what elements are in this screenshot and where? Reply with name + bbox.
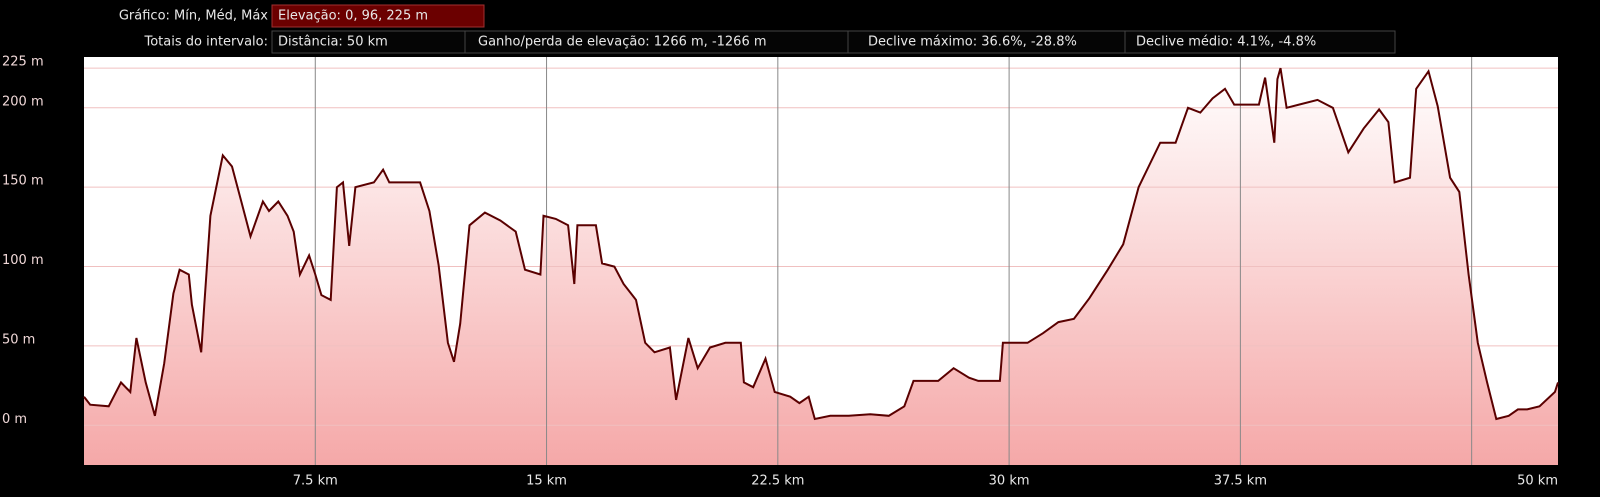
x-tick-label: 22.5 km — [751, 474, 804, 489]
y-tick-label: 150 m — [2, 174, 44, 189]
elevation-box — [271, 4, 485, 28]
chart-label: Gráfico: Mín, Méd, Máx — [119, 9, 268, 24]
x-tick-label: 37.5 km — [1214, 474, 1267, 489]
distance: Distância: 50 km — [278, 35, 388, 50]
y-tick-label: 200 m — [2, 94, 44, 109]
y-tick-label: 100 m — [2, 253, 44, 268]
x-tick-label: 15 km — [526, 474, 567, 489]
elevation-area — [84, 68, 1558, 465]
elevation-stats: Elevação: 0, 96, 225 m — [278, 9, 428, 24]
x-tick-label: 7.5 km — [293, 474, 338, 489]
y-tick-label: 225 m — [2, 55, 44, 70]
gain-loss: Ganho/perda de elevação: 1266 m, -1266 m — [478, 35, 767, 50]
totals-label: Totais do intervalo: — [144, 35, 269, 50]
y-tick-label: 0 m — [2, 412, 27, 427]
y-tick-label: 50 m — [2, 332, 35, 347]
x-tick-label: 30 km — [989, 474, 1030, 489]
avg-slope: Declive médio: 4.1%, -4.8% — [1136, 35, 1316, 50]
elevation-line — [83, 67, 1559, 421]
max-slope: Declive máximo: 36.6%, -28.8% — [868, 35, 1077, 50]
avg-slope-box — [1124, 30, 1396, 54]
x-end-label: 50 km — [1517, 474, 1558, 489]
